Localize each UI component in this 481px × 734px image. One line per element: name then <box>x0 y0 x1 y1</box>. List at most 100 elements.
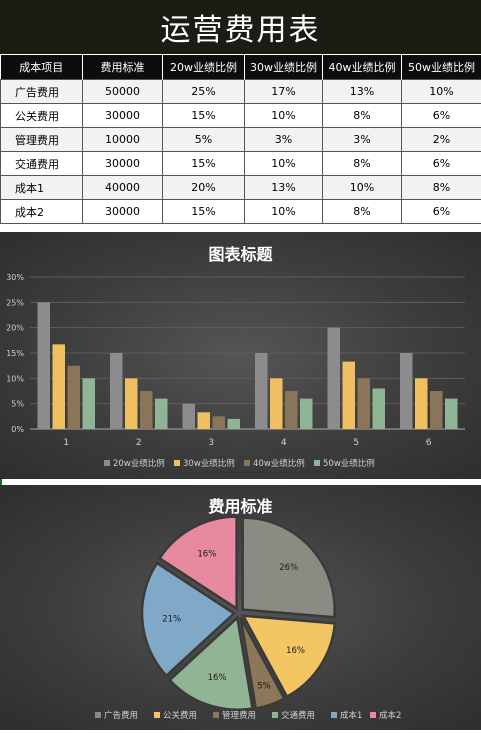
table-cell[interactable]: 15% <box>163 152 245 176</box>
bar[interactable] <box>430 391 443 429</box>
legend-label[interactable]: 交通费用 <box>281 710 315 721</box>
legend-swatch <box>213 712 219 718</box>
x-tick-label: 3 <box>208 438 214 448</box>
legend-label[interactable]: 广告费用 <box>104 710 138 721</box>
table-cell[interactable]: 8% <box>402 176 481 200</box>
table-cell[interactable]: 2% <box>402 128 481 152</box>
bar[interactable] <box>373 388 386 429</box>
bar[interactable] <box>213 416 226 429</box>
table-cell[interactable]: 13% <box>245 176 323 200</box>
legend-label[interactable]: 30w业绩比例 <box>183 458 235 469</box>
legend-label[interactable]: 成本1 <box>340 710 362 721</box>
table-cell[interactable]: 交通费用 <box>1 152 83 176</box>
table-row: 成本2 30000 15% 10% 8% 6% <box>1 200 481 224</box>
y-tick-label: 30% <box>6 273 24 282</box>
table-cell[interactable]: 广告费用 <box>1 80 83 104</box>
table-cell[interactable]: 10% <box>323 176 402 200</box>
x-tick-label: 6 <box>426 438 432 448</box>
legend-label[interactable]: 公关费用 <box>163 710 197 721</box>
table-cell[interactable]: 25% <box>163 80 245 104</box>
table-cell[interactable]: 10% <box>402 80 481 104</box>
table-cell[interactable]: 13% <box>323 80 402 104</box>
table-cell[interactable]: 30000 <box>83 200 163 224</box>
table-cell[interactable]: 10% <box>245 152 323 176</box>
table-cell[interactable]: 公关费用 <box>1 104 83 128</box>
bar[interactable] <box>358 378 371 429</box>
table-cell[interactable]: 20% <box>163 176 245 200</box>
legend-label[interactable]: 20w业绩比例 <box>113 458 165 469</box>
column-header[interactable]: 20w业绩比例 <box>163 55 245 80</box>
table-cell[interactable]: 5% <box>163 128 245 152</box>
y-tick-label: 20% <box>6 324 24 333</box>
bar[interactable] <box>445 399 458 429</box>
bar[interactable] <box>415 378 428 429</box>
column-header[interactable]: 50w业绩比例 <box>402 55 481 80</box>
legend-swatch <box>174 460 180 466</box>
table-cell[interactable]: 30000 <box>83 152 163 176</box>
page-title: 运营费用表 <box>0 0 481 54</box>
pie-data-label: 16% <box>286 646 305 656</box>
table-cell[interactable]: 6% <box>402 104 481 128</box>
bar[interactable] <box>125 378 138 429</box>
bar[interactable] <box>53 344 66 429</box>
table-row: 交通费用 30000 15% 10% 8% 6% <box>1 152 481 176</box>
table-cell[interactable]: 17% <box>245 80 323 104</box>
pie-chart-title: 费用标准 <box>0 493 481 517</box>
bar[interactable] <box>300 399 313 429</box>
bar[interactable] <box>68 366 81 429</box>
table-cell[interactable]: 管理费用 <box>1 128 83 152</box>
legend-label[interactable]: 成本2 <box>379 710 401 721</box>
table-cell[interactable]: 10000 <box>83 128 163 152</box>
table-cell[interactable]: 成本1 <box>1 176 83 200</box>
bar[interactable] <box>285 391 298 429</box>
table-cell[interactable]: 40000 <box>83 176 163 200</box>
table-cell[interactable]: 8% <box>323 152 402 176</box>
column-header[interactable]: 40w业绩比例 <box>323 55 402 80</box>
table-cell[interactable]: 10% <box>245 104 323 128</box>
pie-data-label: 26% <box>279 563 298 573</box>
column-header[interactable]: 费用标准 <box>83 55 163 80</box>
table-cell[interactable]: 6% <box>402 152 481 176</box>
legend-label[interactable]: 管理费用 <box>222 710 256 721</box>
legend-swatch <box>331 712 337 718</box>
table-cell[interactable]: 10% <box>245 200 323 224</box>
table-cell[interactable]: 30000 <box>83 104 163 128</box>
bar[interactable] <box>270 378 283 429</box>
table-row: 公关费用 30000 15% 10% 8% 6% <box>1 104 481 128</box>
table-cell[interactable]: 8% <box>323 104 402 128</box>
column-header[interactable]: 30w业绩比例 <box>245 55 323 80</box>
bar[interactable] <box>140 391 153 429</box>
x-tick-label: 1 <box>63 438 69 448</box>
bar[interactable] <box>155 399 168 429</box>
table-cell[interactable]: 3% <box>245 128 323 152</box>
bar-chart-title: 图表标题 <box>0 241 481 265</box>
bar[interactable] <box>183 404 196 429</box>
legend-label[interactable]: 40w业绩比例 <box>253 458 305 469</box>
bar[interactable] <box>228 419 241 429</box>
pie-data-label: 16% <box>208 673 227 683</box>
bar[interactable] <box>198 412 211 429</box>
table-cell[interactable]: 15% <box>163 200 245 224</box>
bar[interactable] <box>83 378 96 429</box>
x-tick-label: 2 <box>136 438 142 448</box>
bar[interactable] <box>328 328 341 429</box>
table-cell[interactable]: 8% <box>323 200 402 224</box>
table-cell[interactable]: 3% <box>323 128 402 152</box>
bar[interactable] <box>110 353 123 429</box>
pie-chart-panel[interactable]: 费用标准 26%16%5%16%21%16%广告费用公关费用管理费用交通费用成本… <box>0 485 481 730</box>
table-cell[interactable]: 50000 <box>83 80 163 104</box>
bar[interactable] <box>255 353 268 429</box>
table-cell[interactable]: 15% <box>163 104 245 128</box>
table-cell[interactable]: 6% <box>402 200 481 224</box>
column-header[interactable]: 成本项目 <box>1 55 83 80</box>
table-cell[interactable]: 成本2 <box>1 200 83 224</box>
legend-label[interactable]: 50w业绩比例 <box>323 458 375 469</box>
bar[interactable] <box>343 362 356 429</box>
bar[interactable] <box>38 302 51 429</box>
cost-table: 成本项目 费用标准 20w业绩比例 30w业绩比例 40w业绩比例 50w业绩比… <box>0 55 481 224</box>
legend-swatch <box>314 460 320 466</box>
bar[interactable] <box>400 353 413 429</box>
